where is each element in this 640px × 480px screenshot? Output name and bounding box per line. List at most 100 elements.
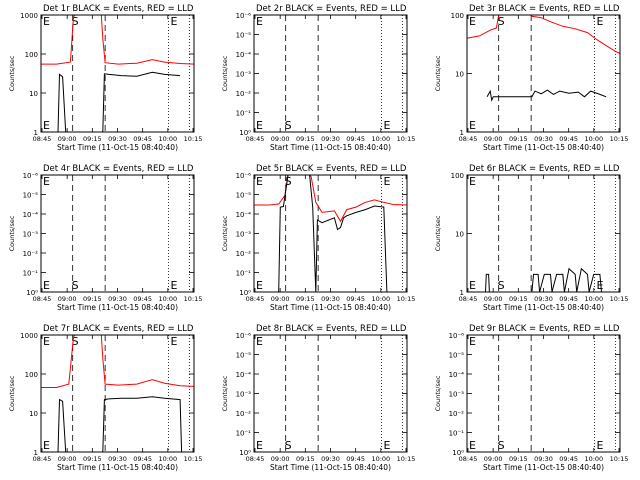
y-tick-label: 10⁻⁶ — [236, 332, 252, 340]
x-tick-label: 10:15 — [184, 455, 203, 463]
y-tick-label: 1 — [460, 129, 464, 137]
x-tick-label: 09:00 — [484, 455, 503, 463]
y-tick-label: 10⁻² — [23, 250, 39, 258]
e-marker-label: E — [43, 175, 50, 188]
plot-frame — [40, 174, 195, 293]
x-tick-label: 10:00 — [371, 455, 390, 463]
x-tick-label: 10:15 — [184, 135, 203, 143]
detector-panel-5: Det 5r BLACK = Events, RED = LLD Counts/s… — [221, 164, 415, 312]
y-axis-label: Counts/sec — [434, 55, 442, 91]
y-axis-label: Counts/sec — [8, 55, 16, 91]
e-marker-label: E — [256, 335, 263, 348]
e-marker-label: E — [256, 175, 263, 188]
x-tick-label: 09:00 — [271, 135, 290, 143]
x-tick-label: 09:30 — [534, 295, 553, 303]
y-tick-label: 10⁻⁴ — [23, 211, 39, 219]
s-marker-label: S — [498, 279, 505, 292]
x-tick-label: 09:15 — [509, 135, 528, 143]
y-tick-label: 10⁻³ — [236, 231, 252, 239]
x-tick-label: 08:45 — [246, 455, 265, 463]
x-tick-label: 09:30 — [108, 135, 127, 143]
y-tick-label: 10⁻⁶ — [23, 172, 39, 180]
s-marker-label: S — [72, 279, 79, 292]
x-tick-label: 09:30 — [321, 135, 340, 143]
y-tick-label: 1 — [460, 289, 464, 297]
y-axis-label: Counts/sec — [221, 215, 229, 251]
x-tick-label: 10:15 — [610, 135, 629, 143]
y-tick-label: 10⁻⁴ — [236, 211, 252, 219]
x-tick-label: 09:15 — [83, 135, 102, 143]
x-tick-label: 09:15 — [509, 455, 528, 463]
x-tick-label: 09:00 — [58, 455, 77, 463]
s-marker-label: S — [498, 15, 505, 28]
y-tick-label: 10⁰ — [452, 449, 464, 457]
plot-frame — [466, 174, 621, 293]
x-tick-label: 08:45 — [246, 135, 265, 143]
x-tick-label: 10:00 — [158, 135, 177, 143]
e-marker-label: E — [171, 279, 178, 292]
y-tick-label: 10⁻⁴ — [449, 371, 465, 379]
detector-panel-3: Det 3r BLACK = Events, RED = LLD Counts/s… — [434, 4, 628, 152]
e-marker-label: E — [43, 119, 50, 132]
x-tick-label: 09:45 — [133, 295, 152, 303]
y-tick-label: 10 — [29, 410, 38, 418]
detector-panel-1: Det 1r BLACK = Events, RED = LLD Counts/s… — [8, 4, 202, 152]
x-tick-label: 09:00 — [484, 135, 503, 143]
events-series-line — [57, 71, 181, 133]
y-tick-label: 10⁻¹ — [236, 110, 252, 118]
e-marker-label: E — [171, 15, 178, 28]
e-marker-label: E — [597, 439, 604, 452]
y-tick-label: 10⁻³ — [449, 391, 465, 399]
y-tick-label: 10⁻⁵ — [236, 32, 252, 40]
e-marker-label: E — [43, 15, 50, 28]
detector-panel-9: Det 9r BLACK = Events, RED = LLD Counts/s… — [434, 324, 628, 472]
e-marker-label: E — [469, 279, 476, 292]
x-tick-label: 09:00 — [58, 295, 77, 303]
y-tick-label: 10⁻¹ — [449, 430, 465, 438]
y-axis-label: Counts/sec — [221, 375, 229, 411]
x-tick-label: 09:30 — [108, 455, 127, 463]
x-tick-label: 10:00 — [584, 295, 603, 303]
x-axis-label: Start Time (11-Oct-15 08:40:40) — [270, 303, 391, 312]
x-tick-label: 08:45 — [459, 455, 478, 463]
panel-title: Det 5r BLACK = Events, RED = LLD — [256, 164, 407, 174]
lld-series-line — [466, 14, 621, 54]
x-axis-label: Start Time (11-Oct-15 08:40:40) — [270, 143, 391, 152]
detector-panel-6: Det 6r BLACK = Events, RED = LLD Counts/s… — [434, 164, 628, 312]
x-tick-label: 10:15 — [610, 455, 629, 463]
detector-panel-2: Det 2r BLACK = Events, RED = LLD Counts/s… — [221, 4, 415, 152]
e-marker-label: E — [469, 439, 476, 452]
y-tick-label: 10⁻⁶ — [236, 12, 252, 20]
y-tick-label: 10⁻⁴ — [236, 51, 252, 59]
e-marker-label: E — [256, 439, 263, 452]
panel-title: Det 8r BLACK = Events, RED = LLD — [256, 324, 407, 334]
detector-panel-7: Det 7r BLACK = Events, RED = LLD Counts/s… — [8, 324, 202, 472]
s-marker-label: S — [285, 175, 292, 188]
y-tick-label: 10⁻² — [236, 410, 252, 418]
y-axis-label: Counts/sec — [221, 55, 229, 91]
e-marker-label: E — [256, 15, 263, 28]
e-marker-label: E — [597, 279, 604, 292]
y-tick-label: 10 — [455, 71, 464, 79]
y-tick-label: 10⁻⁵ — [236, 192, 252, 200]
events-series-line — [278, 174, 388, 293]
x-tick-label: 10:00 — [584, 455, 603, 463]
e-marker-label: E — [469, 119, 476, 132]
y-tick-label: 10⁻² — [236, 250, 252, 258]
x-tick-label: 09:45 — [346, 455, 365, 463]
y-tick-label: 1 — [34, 129, 38, 137]
y-tick-label: 10⁻⁶ — [236, 172, 252, 180]
y-tick-label: 10⁻² — [236, 90, 252, 98]
x-tick-label: 09:30 — [321, 455, 340, 463]
y-tick-label: 10⁻¹ — [236, 430, 252, 438]
x-tick-label: 10:00 — [371, 135, 390, 143]
y-tick-label: 1 — [34, 449, 38, 457]
x-tick-label: 09:15 — [509, 295, 528, 303]
e-marker-label: E — [43, 439, 50, 452]
x-tick-label: 10:15 — [397, 455, 416, 463]
plot-frame — [40, 334, 195, 453]
panel-title: Det 9r BLACK = Events, RED = LLD — [469, 324, 620, 334]
e-marker-label: E — [384, 439, 391, 452]
y-axis-label: Counts/sec — [434, 215, 442, 251]
